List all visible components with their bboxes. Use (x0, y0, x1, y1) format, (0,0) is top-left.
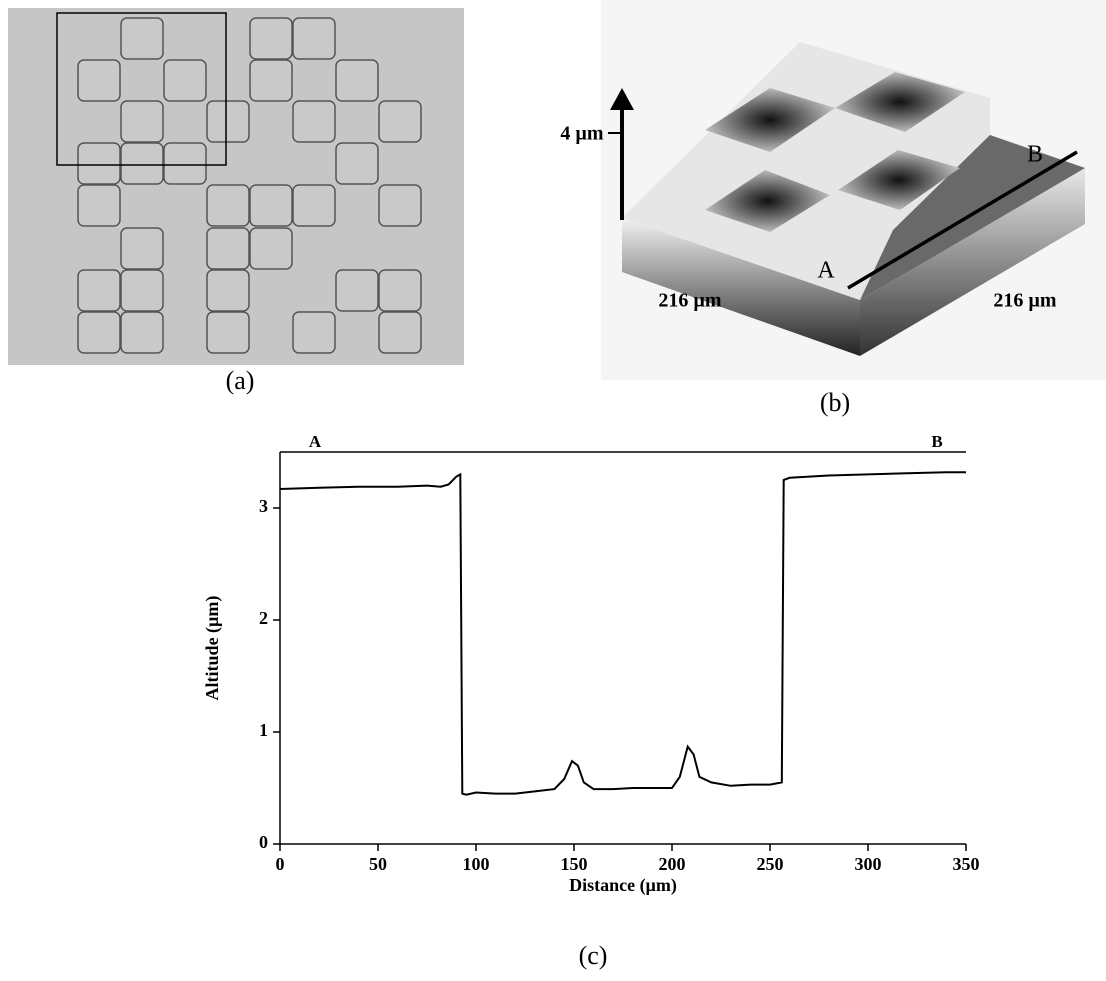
micrograph (8, 8, 464, 365)
pad (77, 184, 121, 227)
profile-line (847, 150, 1078, 290)
hole (705, 170, 830, 232)
x-tick-label: 100 (463, 854, 490, 874)
x-tick-label: 300 (855, 854, 882, 874)
hole (835, 72, 965, 132)
selection-box (56, 12, 227, 166)
pad (249, 17, 293, 60)
profile-line (279, 471, 966, 796)
pad (378, 100, 422, 143)
height-label: 4 µm (560, 123, 604, 145)
y-tick-label: 0 (259, 832, 268, 852)
width-label: 216 µm (658, 290, 722, 312)
pad (206, 227, 250, 270)
pad (335, 142, 379, 185)
x-tick-label: 350 (953, 854, 980, 874)
trench (860, 135, 1085, 300)
pad (378, 269, 422, 312)
pad (378, 311, 422, 354)
point-label: A (817, 258, 835, 284)
pad (335, 269, 379, 312)
surface-3d (601, 0, 1106, 380)
y-tick-label: 2 (259, 608, 268, 628)
pad (163, 142, 207, 185)
pad (77, 142, 121, 185)
pad (120, 100, 164, 143)
pad (292, 184, 336, 227)
annotation: A (309, 432, 322, 451)
pad (77, 269, 121, 312)
point-label: B (1027, 142, 1043, 168)
caption-c: (c) (579, 941, 608, 970)
pad (120, 227, 164, 270)
annotation: B (931, 432, 942, 451)
pad (120, 269, 164, 312)
x-tick-label: 0 (276, 854, 285, 874)
pad (249, 184, 293, 227)
pad (120, 311, 164, 354)
pad (206, 100, 250, 143)
pad (206, 311, 250, 354)
pad (292, 311, 336, 354)
pad (206, 269, 250, 312)
width-label: 216 µm (993, 290, 1057, 312)
pad (206, 184, 250, 227)
x-tick-label: 150 (561, 854, 588, 874)
y-tick-label: 1 (259, 720, 268, 740)
caption-a: (a) (226, 366, 255, 395)
x-tick-label: 250 (757, 854, 784, 874)
pad (77, 311, 121, 354)
y-axis-label: Altitude (µm) (202, 596, 223, 701)
y-tick-label: 3 (259, 496, 268, 516)
pad (120, 142, 164, 185)
pad (292, 100, 336, 143)
pad (378, 184, 422, 227)
arrow-head (610, 88, 634, 110)
x-tick-label: 200 (659, 854, 686, 874)
pad (292, 17, 336, 60)
hole (705, 88, 835, 152)
x-axis-label: Distance (µm) (569, 875, 677, 896)
hole (838, 150, 960, 210)
pad (120, 17, 164, 60)
pad (249, 59, 293, 102)
x-tick-label: 50 (369, 854, 387, 874)
caption-b: (b) (820, 388, 850, 417)
pad (335, 59, 379, 102)
pad (249, 227, 293, 270)
right-face (860, 168, 1085, 356)
pad (77, 59, 121, 102)
left-face (622, 218, 860, 356)
pad (163, 59, 207, 102)
